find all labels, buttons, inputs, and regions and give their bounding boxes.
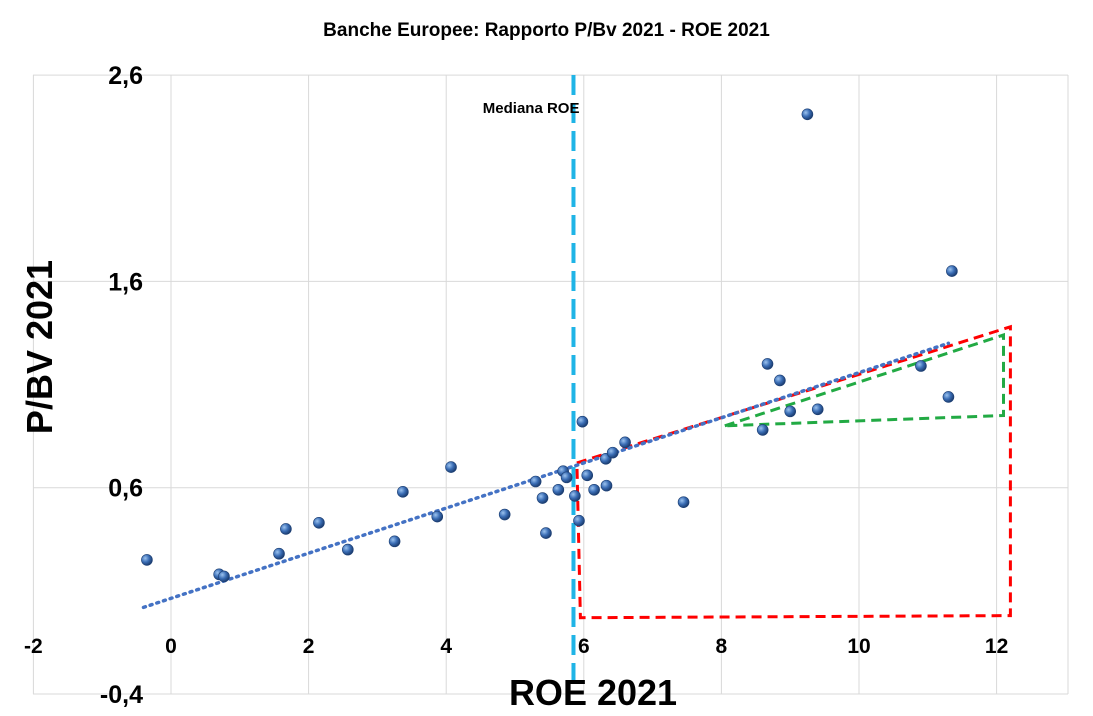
data-point: [915, 360, 927, 372]
data-point: [619, 436, 631, 449]
x-axis-title: ROE 2021: [509, 672, 677, 713]
tick-labels: -2 0 2 4 6 8 10 12 -0,4 0,6 1,6 2,6: [24, 62, 1008, 709]
grid-lines: [32, 74, 1069, 695]
chart-title: Banche Europee: Rapporto P/Bv 2021 - ROE…: [323, 20, 770, 41]
x-tick-label: 4: [440, 635, 452, 658]
data-point: [677, 496, 690, 508]
y-tick-label: 1,6: [108, 268, 143, 296]
data-point: [313, 516, 325, 529]
data-point: [576, 415, 589, 428]
y-tick-label: -0,4: [100, 681, 143, 709]
data-point: [946, 265, 958, 277]
x-tick-label: 8: [716, 635, 728, 658]
x-tick-label: 12: [985, 635, 1008, 658]
data-point: [397, 486, 409, 498]
data-point: [942, 391, 955, 403]
data-point: [573, 514, 585, 527]
data-point: [588, 483, 600, 496]
x-tick-label: 6: [578, 635, 590, 658]
trendline: [141, 341, 951, 610]
data-point: [801, 108, 814, 121]
median-group: Mediana ROE: [483, 75, 580, 694]
data-point: [552, 483, 565, 496]
data-point: [581, 469, 594, 482]
data-point: [431, 510, 444, 523]
green-dashed-outline: [724, 332, 1005, 428]
annotation-shapes: [575, 324, 1012, 620]
y-axis-title: P/BV 2021: [19, 260, 60, 434]
data-point: [540, 527, 552, 539]
data-point: [606, 446, 619, 459]
data-point: [600, 479, 613, 492]
x-tick-label: 0: [165, 635, 177, 658]
x-tick-label: 2: [303, 635, 315, 658]
trendline-group: [141, 341, 951, 610]
data-point: [569, 490, 581, 502]
y-tick-label: 0,6: [108, 475, 143, 503]
data-point: [774, 374, 786, 387]
data-point: [388, 535, 401, 548]
data-point: [218, 570, 230, 583]
data-point: [342, 543, 354, 556]
data-point: [498, 508, 511, 521]
data-points: [141, 108, 958, 583]
data-point: [784, 405, 797, 418]
median-label: Mediana ROE: [483, 100, 580, 117]
x-tick-label: 10: [847, 635, 870, 658]
data-point: [761, 358, 774, 370]
data-point: [273, 547, 285, 560]
data-point: [756, 424, 769, 436]
data-point: [536, 492, 549, 504]
data-point: [280, 523, 292, 535]
x-tick-label: -2: [24, 635, 43, 658]
data-point: [560, 471, 573, 484]
data-point: [445, 461, 457, 473]
data-point: [141, 554, 153, 566]
red-dashed-outline: [575, 324, 1012, 620]
y-tick-label: 2,6: [108, 62, 143, 90]
data-point: [811, 403, 824, 416]
data-point: [529, 475, 542, 488]
